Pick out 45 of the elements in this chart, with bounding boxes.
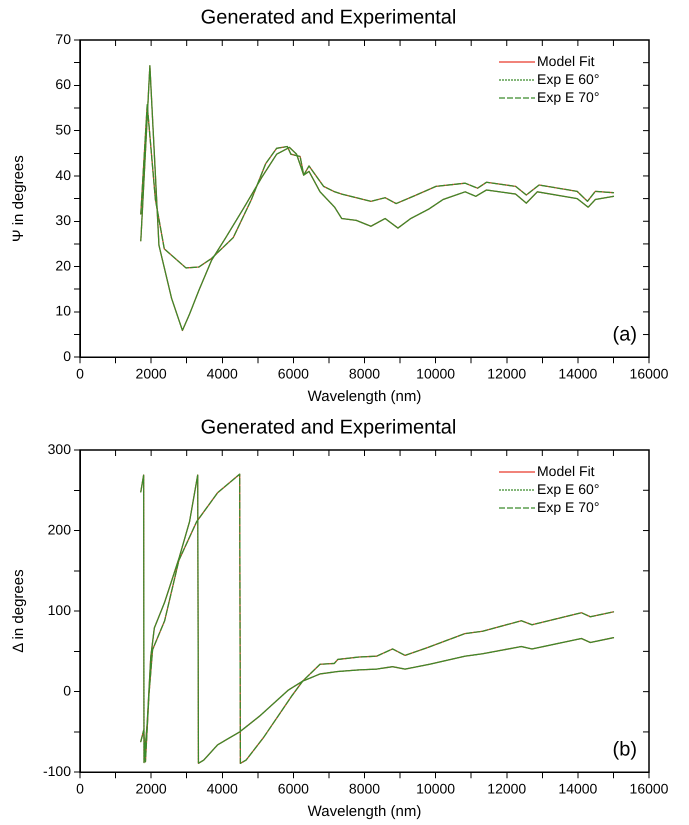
x-tick-label: 6000 [278, 780, 310, 796]
annotation: (b) [612, 738, 637, 761]
y-tick-label: 100 [48, 602, 72, 618]
x-tick-label: 12000 [487, 780, 526, 796]
y-tick-label: 0 [63, 348, 72, 364]
legend-label: Exp E 60° [537, 70, 600, 87]
x-tick-label: 12000 [487, 365, 526, 382]
y-tick-label: 70 [55, 30, 72, 47]
annotation: (a) [612, 324, 637, 346]
x-tick-label: 14000 [558, 780, 598, 796]
x-tick-label: 8000 [348, 365, 380, 382]
y-tick-label: 0 [63, 682, 72, 699]
x-tick-label: 8000 [348, 780, 380, 796]
legend-label: Exp E 60° [537, 480, 600, 497]
y-tick-label: 20 [55, 257, 72, 274]
x-tick-label: 10000 [416, 780, 456, 796]
y-tick-label: 60 [55, 76, 72, 92]
x-tick-label: 2000 [136, 365, 167, 382]
x-axis-title: Wavelength (nm) [308, 803, 422, 820]
y-tick-label: 30 [55, 212, 72, 228]
legend-label: Model Fit [537, 462, 595, 479]
chart-title: Generated and Experimental [200, 416, 456, 439]
legend-label: Exp E 70° [537, 88, 600, 105]
legend-label: Exp E 70° [537, 498, 600, 515]
x-tick-label: 0 [76, 780, 84, 796]
x-tick-label: 10000 [416, 365, 456, 382]
x-tick-label: 6000 [278, 365, 310, 382]
x-axis-title: Wavelength (nm) [308, 388, 422, 406]
y-axis-title: Δ in degrees [10, 569, 28, 653]
y-tick-label: 40 [55, 166, 72, 183]
x-tick-label: 0 [76, 365, 84, 382]
y-tick-label: 50 [55, 121, 72, 138]
x-tick-label: 4000 [206, 780, 238, 796]
y-axis-title: Ψ in degrees [10, 155, 28, 242]
x-tick-label: 14000 [558, 365, 598, 382]
x-tick-label: 4000 [206, 365, 238, 382]
x-tick-label: 16000 [630, 780, 669, 796]
y-tick-label: 10 [55, 302, 72, 319]
chart-title: Generated and Experimental [200, 6, 456, 29]
x-tick-label: 16000 [630, 365, 669, 382]
y-tick-label: 300 [48, 440, 72, 457]
x-tick-label: 2000 [136, 780, 167, 796]
y-tick-label: -100 [42, 763, 72, 780]
legend-label: Model Fit [537, 52, 595, 69]
y-tick-label: 200 [48, 521, 72, 538]
